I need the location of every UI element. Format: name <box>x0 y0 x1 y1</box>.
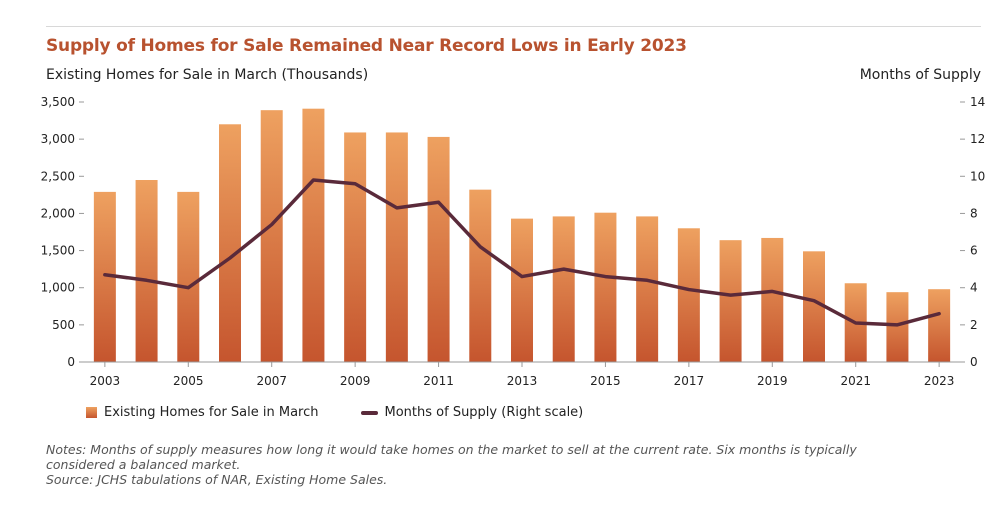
x-tick-label: 2015 <box>590 374 621 388</box>
left-tick-label: 3,500 <box>41 95 75 109</box>
right-axis-label: Months of Supply <box>859 67 981 83</box>
bar-2003 <box>93 191 116 362</box>
right-tick-label: 2 <box>970 318 978 332</box>
bar-2014 <box>552 216 575 362</box>
x-tick-label: 2023 <box>924 374 955 388</box>
months-of-supply-line <box>103 178 941 327</box>
notes-block: Notes: Months of supply measures how lon… <box>46 442 946 487</box>
bar-2016 <box>636 216 659 362</box>
legend-line-label: Months of Supply (Right scale) <box>384 405 584 420</box>
x-tick-label: 2009 <box>340 374 371 388</box>
notes-line-2: considered a balanced market. <box>46 457 241 472</box>
bar-2017 <box>677 228 700 362</box>
right-tick-label: 0 <box>970 355 978 369</box>
bars-group <box>93 108 951 363</box>
bar-2019 <box>761 237 784 362</box>
x-tick-label: 2019 <box>757 374 788 388</box>
x-tick-label: 2021 <box>840 374 871 388</box>
bar-2005 <box>177 191 200 362</box>
bar-2009 <box>344 132 367 362</box>
legend-item-line: Months of Supply (Right scale) <box>360 405 584 420</box>
source-line: Source: JCHS tabulations of NAR, Existin… <box>46 472 388 487</box>
bar-2004 <box>135 180 158 362</box>
bar-2007 <box>260 110 283 363</box>
x-tick-label: 2011 <box>423 374 454 388</box>
bar-2023 <box>928 289 951 362</box>
right-tick-label: 8 <box>970 206 978 220</box>
left-tick-label: 3,000 <box>41 132 75 146</box>
x-tick-label: 2013 <box>507 374 538 388</box>
right-tick-label: 4 <box>970 281 978 295</box>
right-tick-label: 14 <box>970 95 985 109</box>
chart-plot: 0 500 1,000 1,500 2,000 2,500 3,000 3,500 0 2 4 6 8 1… <box>41 95 986 388</box>
chart-title: Supply of Homes for Sale Remained Near R… <box>46 36 687 56</box>
legend-bar-label: Existing Homes for Sale in March <box>104 405 319 420</box>
right-tick-label: 6 <box>970 244 978 258</box>
legend-line-swatch <box>360 410 378 415</box>
left-tick-label: 500 <box>52 318 75 332</box>
x-tick-label: 2017 <box>674 374 705 388</box>
left-tick-label: 1,500 <box>41 244 75 258</box>
left-tick-label: 2,500 <box>41 169 75 183</box>
bar-2008 <box>302 108 325 362</box>
left-tick-label: 0 <box>67 355 75 369</box>
bar-2012 <box>469 189 492 362</box>
left-tick-label: 2,000 <box>41 206 75 220</box>
right-tick-label: 12 <box>970 132 985 146</box>
right-tick-label: 10 <box>970 169 985 183</box>
bar-2013 <box>511 218 533 362</box>
bar-2015 <box>594 212 617 362</box>
notes-line-1: Notes: Months of supply measures how lon… <box>46 442 857 457</box>
x-tick-label: 2003 <box>90 374 121 388</box>
bar-2020 <box>803 251 825 362</box>
top-divider <box>46 26 981 27</box>
legend-bar-swatch <box>86 407 97 418</box>
left-axis-label: Existing Homes for Sale in March (Thousa… <box>46 67 369 83</box>
bar-2022 <box>886 292 909 362</box>
x-tick-label: 2007 <box>256 374 287 388</box>
line-group <box>103 178 941 327</box>
axes-group: 0 500 1,000 1,500 2,000 2,500 3,000 3,500 0 2 4 6 8 1… <box>41 95 986 388</box>
bar-2010 <box>385 132 408 362</box>
bar-2006 <box>219 124 241 363</box>
bar-2018 <box>719 240 742 362</box>
legend: Existing Homes for Sale in March Months … <box>86 405 625 420</box>
x-tick-label: 2005 <box>173 374 204 388</box>
legend-item-bars: Existing Homes for Sale in March <box>86 405 319 420</box>
bar-2011 <box>427 136 450 362</box>
left-tick-label: 1,000 <box>41 281 75 295</box>
